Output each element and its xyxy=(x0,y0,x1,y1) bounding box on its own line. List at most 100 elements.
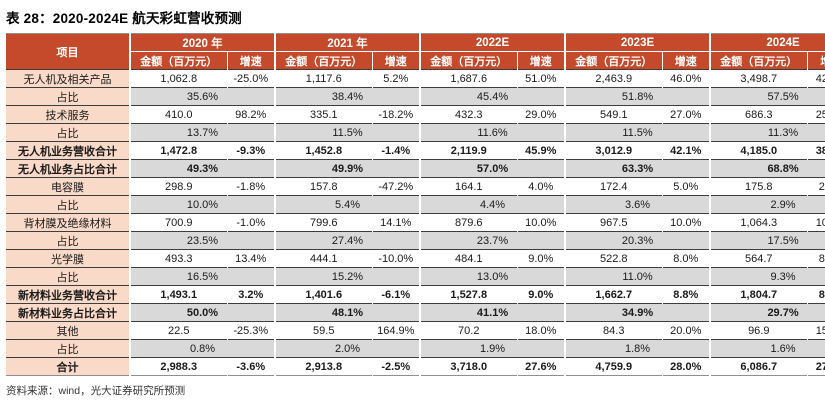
amount-cell: 84.3 xyxy=(564,321,663,340)
amount-cell: 157.8 xyxy=(274,177,372,196)
amount-cell: 4,759.9 xyxy=(564,357,663,376)
row-label: 占比 xyxy=(6,231,130,250)
growth-cell: 8.0% xyxy=(661,249,711,268)
growth-cell: 2.0% xyxy=(806,177,825,196)
subheader-amount-2024e: 金额（百万元） xyxy=(709,51,808,70)
ratio-cell: 11.5% xyxy=(564,123,711,142)
table-row: 占比 35.6% 38.4% 45.4% 51.8% 57.5% xyxy=(6,87,825,106)
growth-cell: 8.5% xyxy=(806,285,825,304)
growth-cell: -47.2% xyxy=(371,177,420,196)
amount-cell: 4,185.0 xyxy=(709,141,808,160)
table-row: 无人机及相关产品 1,062.8 -25.0% 1,117.6 5.2% 1,687.6 5… xyxy=(6,69,825,88)
growth-cell: -1.4% xyxy=(371,141,420,160)
ratio-cell: 35.6% xyxy=(129,87,275,106)
amount-cell: 1,472.8 xyxy=(129,141,227,160)
table-row: 电容膜 298.9 -1.8% 157.8 -47.2% 164.1 4.0% 172.4 5.… xyxy=(6,177,825,196)
growth-cell: 5.0% xyxy=(661,177,711,196)
ratio-cell: 11.3% xyxy=(709,123,825,142)
ratio-cell: 11.6% xyxy=(418,123,566,142)
growth-cell: 27.0% xyxy=(661,105,711,124)
ratio-cell: 1.9% xyxy=(418,339,566,358)
ratio-cell: 1.8% xyxy=(564,339,711,358)
amount-cell: 1,687.6 xyxy=(419,69,517,88)
growth-cell: 27.9% xyxy=(806,357,825,376)
ratio-cell: 1.6% xyxy=(709,339,825,358)
growth-cell: 38.9% xyxy=(806,141,825,160)
ratio-cell: 20.3% xyxy=(564,231,711,250)
subheader-growth-2021: 增速 xyxy=(371,51,420,70)
subheader-growth-2020: 增速 xyxy=(226,51,275,70)
column-header-year-2021: 2021 年 xyxy=(274,33,420,52)
row-label: 光学膜 xyxy=(6,249,130,268)
ratio-cell: 41.1% xyxy=(418,303,566,322)
row-label: 占比 xyxy=(6,267,130,286)
amount-cell: 1,401.6 xyxy=(274,285,372,304)
amount-cell: 700.9 xyxy=(129,213,227,232)
subheader-growth-2023e: 增速 xyxy=(661,51,711,70)
ratio-cell: 15.2% xyxy=(274,267,420,286)
table-row: 占比 0.8% 2.0% 1.9% 1.8% 1.6% xyxy=(6,339,825,358)
amount-cell: 3,718.0 xyxy=(419,357,517,376)
growth-cell: -6.1% xyxy=(371,285,420,304)
growth-cell: 9.0% xyxy=(516,285,566,304)
column-header-year-2023e: 2023E xyxy=(564,33,711,52)
amount-cell: 967.5 xyxy=(564,213,663,232)
subheader-growth-2024e: 增速 xyxy=(806,51,825,70)
table-title: 表 28：2020-2024E 航天彩虹营收预测 xyxy=(6,11,242,26)
table-row: 无人机业务占比合计 49.3% 49.9% 57.0% 63.3% 68.8% xyxy=(6,159,825,178)
table-clip-area: 项目 2020 年 2021 年 2022E 2023E 2024E 金额（百万… xyxy=(6,33,825,376)
growth-cell: 28.0% xyxy=(661,357,711,376)
ratio-cell: 11.0% xyxy=(564,267,711,286)
growth-cell: 13.4% xyxy=(226,249,275,268)
row-label: 技术服务 xyxy=(6,105,130,124)
ratio-cell: 5.4% xyxy=(274,195,420,214)
amount-cell: 1,064.3 xyxy=(709,213,808,232)
amount-cell: 2,988.3 xyxy=(129,357,227,376)
growth-cell: 25.0% xyxy=(806,105,825,124)
growth-cell: 27.6% xyxy=(516,357,566,376)
column-header-year-2024e: 2024E xyxy=(709,33,825,52)
amount-cell: 1,117.6 xyxy=(274,69,372,88)
ratio-cell: 34.9% xyxy=(564,303,711,322)
ratio-cell: 27.4% xyxy=(274,231,420,250)
growth-cell: -18.2% xyxy=(371,105,420,124)
table-row: 无人机业务营收合计 1,472.8 -9.3% 1,452.8 -1.4% 2,119.9… xyxy=(6,141,825,160)
amount-cell: 6,086.7 xyxy=(709,357,808,376)
amount-cell: 96.9 xyxy=(709,321,808,340)
subheader-growth-2022e: 增速 xyxy=(516,51,566,70)
ratio-cell: 4.4% xyxy=(418,195,566,214)
amount-cell: 432.3 xyxy=(419,105,517,124)
ratio-cell: 9.3% xyxy=(709,267,825,286)
ratio-cell: 3.6% xyxy=(564,195,711,214)
table-row: 占比 13.7% 11.5% 11.6% 11.5% 11.3% xyxy=(6,123,825,142)
ratio-cell: 2.9% xyxy=(709,195,825,214)
table-row: 其他 22.5 -25.3% 59.5 164.9% 70.2 18.0% 84.3 20.0%… xyxy=(6,321,825,340)
table-header: 项目 2020 年 2021 年 2022E 2023E 2024E 金额（百万… xyxy=(6,33,825,70)
ratio-cell: 49.3% xyxy=(129,159,275,178)
amount-cell: 175.8 xyxy=(709,177,808,196)
ratio-cell: 2.0% xyxy=(274,339,420,358)
table-row: 技术服务 410.0 98.2% 335.1 -18.2% 432.3 29.0% 549.1… xyxy=(6,105,825,124)
amount-cell: 799.6 xyxy=(274,213,372,232)
ratio-cell: 29.7% xyxy=(709,303,825,322)
ratio-cell: 49.9% xyxy=(274,159,420,178)
row-label: 无人机及相关产品 xyxy=(6,69,130,88)
growth-cell: 8.0% xyxy=(806,249,825,268)
ratio-cell: 17.5% xyxy=(709,231,825,250)
growth-cell: 98.2% xyxy=(226,105,275,124)
row-label: 新材料业务营收合计 xyxy=(6,285,130,304)
ratio-cell: 68.8% xyxy=(709,159,825,178)
amount-cell: 522.8 xyxy=(564,249,663,268)
growth-cell: 5.2% xyxy=(371,69,420,88)
amount-cell: 493.3 xyxy=(129,249,227,268)
row-label: 占比 xyxy=(6,123,130,142)
ratio-cell: 10.0% xyxy=(129,195,275,214)
amount-cell: 59.5 xyxy=(274,321,372,340)
year-header-row: 项目 2020 年 2021 年 2022E 2023E 2024E xyxy=(6,33,825,70)
amount-cell: 1,493.1 xyxy=(129,285,227,304)
growth-cell: -25.3% xyxy=(226,321,275,340)
ratio-cell: 0.8% xyxy=(129,339,275,358)
growth-cell: -2.5% xyxy=(371,357,420,376)
amount-cell: 70.2 xyxy=(419,321,517,340)
table-row: 新材料业务营收合计 1,493.1 3.2% 1,401.6 -6.1% 1,527.8 9… xyxy=(6,285,825,304)
